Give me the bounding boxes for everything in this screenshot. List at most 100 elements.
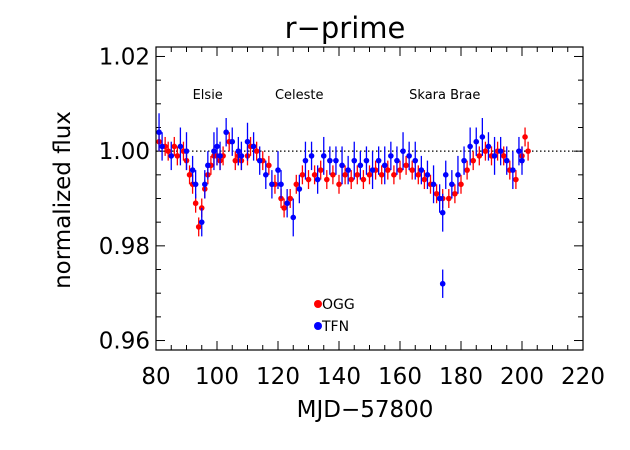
ogg-point: [266, 162, 272, 169]
tfn-point: [436, 195, 443, 202]
ogg-point: [452, 190, 458, 197]
legend-marker-tfn: [314, 322, 322, 330]
tfn-point: [308, 153, 315, 159]
ogg-point: [415, 172, 422, 178]
tfn-point: [290, 214, 297, 221]
ogg-point: [354, 172, 361, 178]
tfn-point: [388, 153, 394, 159]
tfn-point: [357, 162, 364, 169]
x-tick-label: 80: [141, 364, 170, 390]
ogg-point: [192, 200, 199, 207]
tfn-point: [430, 181, 437, 188]
tfn-point: [211, 148, 217, 154]
ogg-point: [391, 172, 397, 178]
y-tick-label: 1.02: [99, 44, 150, 70]
tfn-point: [223, 129, 229, 136]
ogg-point: [360, 176, 367, 183]
ogg-point: [409, 167, 416, 173]
tfn-point: [442, 172, 449, 178]
ogg-point: [253, 148, 260, 154]
y-axis-label: normalized flux: [50, 111, 76, 289]
tfn-point: [314, 176, 321, 183]
tfn-point: [296, 186, 303, 192]
ogg-point: [470, 157, 477, 164]
ogg-point: [299, 172, 306, 178]
tfn-point: [168, 153, 175, 159]
tfn-point: [256, 157, 263, 164]
tfn-point: [439, 209, 446, 216]
ogg-point: [513, 176, 519, 183]
tfn-point: [369, 167, 376, 173]
tfn-point: [455, 172, 461, 178]
tfn-point: [439, 280, 446, 287]
tfn-point: [183, 148, 190, 154]
x-tick-label: 140: [317, 364, 361, 390]
tfn-point: [394, 157, 400, 164]
x-tick-label: 200: [500, 364, 544, 390]
tfn-point: [229, 138, 236, 145]
ogg-point: [171, 143, 178, 150]
event-label: Skara Brae: [409, 88, 480, 103]
ogg-point: [174, 153, 181, 159]
ogg-point: [165, 148, 171, 154]
ogg-point: [311, 172, 318, 178]
tfn-point: [519, 157, 525, 164]
tfn-point: [400, 148, 406, 154]
ogg-point: [397, 167, 403, 173]
y-tick-label: 0.98: [99, 234, 150, 260]
ogg-point: [336, 181, 342, 188]
tfn-point: [327, 157, 333, 164]
legend-label-tfn: TFN: [321, 319, 349, 335]
tfn-point: [278, 181, 284, 188]
ogg-point: [464, 167, 470, 173]
ogg-point: [324, 176, 330, 183]
ogg-point: [305, 176, 312, 183]
ogg-point: [421, 176, 428, 183]
tfn-point: [406, 153, 412, 159]
tfn-point: [479, 134, 486, 140]
ogg-point: [186, 172, 193, 178]
tfn-point: [503, 157, 510, 164]
tfn-point: [418, 167, 425, 173]
tfn-point: [381, 162, 388, 169]
tfn-point: [510, 167, 516, 173]
tfn-point: [333, 157, 339, 164]
tfn-point: [189, 167, 196, 173]
tfn-point: [250, 143, 257, 150]
tfn-point: [467, 143, 473, 150]
tfn-point: [263, 172, 269, 178]
tfn-point: [473, 138, 480, 145]
tfn-point: [217, 153, 223, 159]
tfn-point: [284, 200, 290, 207]
y-tick-label: 1.00: [99, 139, 150, 165]
tfn-point: [192, 181, 199, 188]
tfn-point: [302, 157, 309, 164]
event-label: Elsie: [193, 88, 223, 103]
ogg-point: [403, 162, 409, 169]
legend-marker-ogg: [314, 300, 322, 308]
ogg-point: [433, 190, 440, 197]
tfn-point: [244, 138, 251, 145]
tfn-point: [351, 157, 358, 164]
ogg-point: [232, 157, 239, 164]
ogg-point: [281, 205, 287, 211]
ogg-point: [330, 172, 336, 178]
tfn-point: [412, 157, 419, 164]
tfn-point: [345, 167, 351, 173]
ogg-point: [293, 181, 300, 188]
tfn-point: [214, 143, 220, 150]
plot-frame: [155, 46, 584, 351]
y-tick-label: 0.96: [99, 329, 150, 355]
tfn-point: [363, 157, 370, 164]
tfn-point: [375, 157, 382, 164]
tfn-point: [275, 167, 281, 173]
ogg-point: [342, 172, 348, 178]
tfn-point: [202, 181, 208, 188]
event-label: Celeste: [275, 88, 324, 103]
ogg-point: [366, 172, 373, 178]
ogg-point: [446, 195, 452, 202]
ogg-point: [522, 134, 528, 140]
tfn-point: [235, 148, 242, 154]
ogg-point: [348, 176, 355, 183]
